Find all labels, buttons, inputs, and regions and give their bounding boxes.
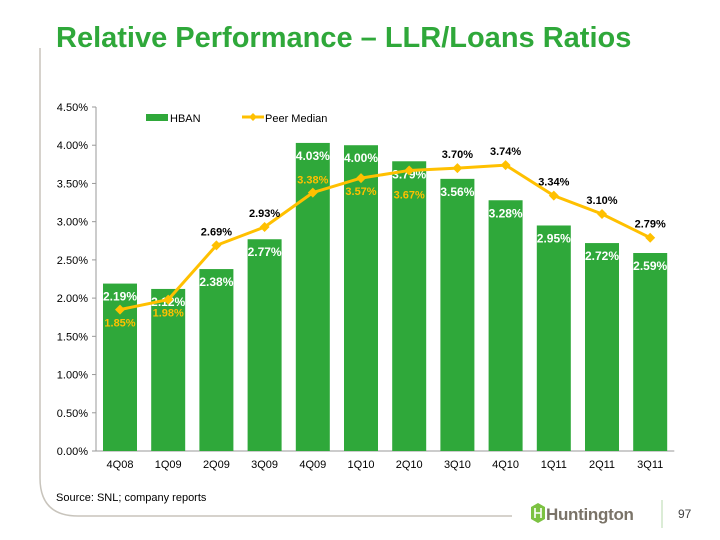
y-tick-label: 1.00%	[57, 370, 88, 382]
bar-data-label: 2.77%	[248, 245, 282, 259]
peer-data-label: 3.67%	[394, 189, 425, 201]
bar-hban	[488, 200, 523, 451]
peer-data-label: 2.79%	[635, 219, 666, 231]
y-tick-label: 0.50%	[57, 408, 88, 420]
x-tick-label: 3Q11	[637, 459, 663, 471]
y-tick-label: 2.50%	[57, 255, 88, 267]
peer-median-marker	[404, 165, 415, 176]
peer-data-label: 1.85%	[104, 318, 135, 330]
peer-data-label: 2.69%	[201, 226, 232, 238]
peer-median-line	[119, 163, 651, 312]
legend-hban-label: HBAN	[170, 113, 201, 125]
bar-hban	[536, 225, 571, 451]
frame-line	[39, 48, 512, 517]
bar-data-label: 3.28%	[489, 206, 523, 220]
x-tick-label: 2Q11	[589, 459, 615, 471]
x-tick-label: 3Q10	[444, 459, 471, 471]
bar-data-label: 2.19%	[103, 290, 137, 304]
peer-median-marker	[645, 232, 656, 243]
y-tick-label: 3.00%	[57, 217, 88, 229]
x-tick-label: 1Q11	[541, 459, 567, 471]
peer-data-label: 3.34%	[538, 177, 569, 189]
legend-peer-marker	[249, 113, 257, 121]
bar-hban	[247, 239, 282, 451]
bar-hban	[440, 178, 475, 451]
peer-median-marker	[211, 240, 222, 251]
peer-data-label: 1.98%	[153, 308, 184, 320]
y-tick-label: 0.00%	[57, 446, 88, 458]
bar-hban	[199, 269, 234, 451]
legend-peer-label: Peer Median	[265, 113, 327, 125]
x-tick-label: 1Q10	[348, 459, 375, 471]
x-tick-label: 4Q09	[299, 459, 326, 471]
x-tick-label: 1Q09	[155, 459, 182, 471]
y-tick-label: 4.00%	[57, 140, 88, 152]
bar-hban	[344, 145, 378, 451]
peer-median-marker	[452, 163, 463, 174]
x-tick-label: 4Q08	[107, 459, 134, 471]
peer-data-label: 3.57%	[345, 186, 376, 198]
peer-median-marker	[500, 160, 511, 171]
bar-data-label: 4.00%	[344, 151, 378, 165]
peer-median-marker	[597, 209, 607, 220]
peer-median-marker	[115, 304, 125, 315]
bar-data-label: 2.72%	[585, 249, 619, 263]
bar-hban	[585, 243, 619, 451]
huntington-logo-icon	[531, 503, 545, 523]
peer-data-label: 2.93%	[249, 208, 280, 220]
x-tick-label: 4Q10	[492, 459, 519, 471]
logo-text: Huntington	[546, 505, 634, 524]
peer-data-label: 3.10%	[586, 195, 617, 207]
x-tick-label: 2Q10	[396, 459, 423, 471]
bar-data-label: 3.56%	[440, 185, 474, 199]
y-tick-label: 4.50%	[57, 102, 88, 114]
x-tick-label: 3Q09	[251, 459, 278, 471]
peer-median-marker	[548, 190, 559, 201]
peer-median-marker	[163, 294, 174, 305]
page-number: 97	[678, 507, 692, 521]
y-tick-label: 1.50%	[57, 331, 88, 343]
bar-data-label: 2.95%	[537, 231, 571, 245]
bar-hban	[633, 253, 668, 451]
slide-title: Relative Performance – LLR/Loans Ratios	[56, 22, 632, 54]
bar-data-label: 4.03%	[296, 149, 330, 163]
y-tick-label: 2.00%	[57, 293, 88, 305]
peer-median-marker	[356, 173, 366, 184]
peer-median-marker	[259, 222, 270, 233]
bar-hban	[151, 288, 186, 451]
bar-hban	[392, 161, 427, 451]
x-tick-label: 2Q09	[203, 459, 230, 471]
bar-data-label: 2.59%	[633, 259, 667, 273]
source-note: Source: SNL; company reports	[56, 492, 207, 504]
peer-median-marker	[307, 187, 318, 198]
y-tick-label: 3.50%	[57, 178, 88, 190]
bar-data-label: 2.38%	[199, 275, 233, 289]
legend-hban-swatch	[146, 114, 168, 121]
peer-data-label: 3.38%	[297, 175, 328, 187]
peer-data-label: 3.70%	[442, 149, 473, 161]
peer-data-label: 3.74%	[490, 146, 521, 158]
